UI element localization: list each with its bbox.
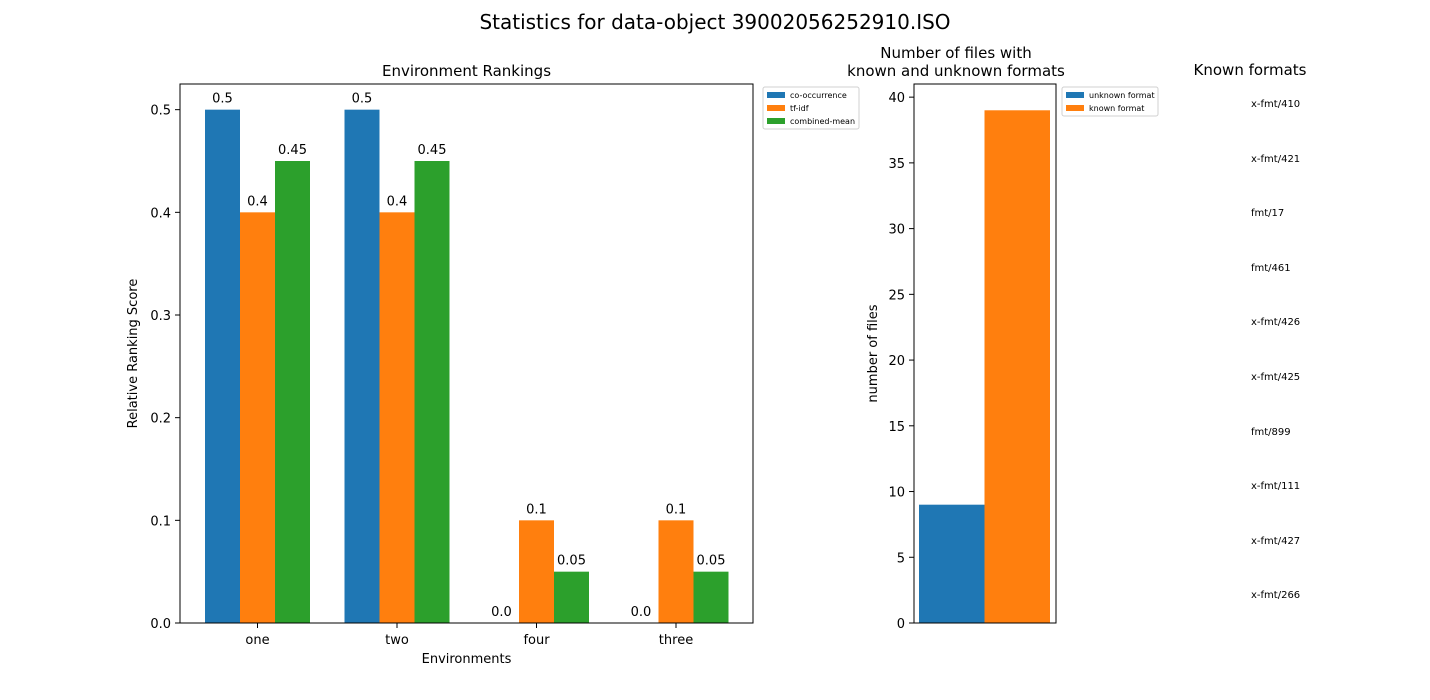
bar-value-label: 0.05 [697, 554, 726, 569]
legend-swatch [767, 105, 785, 111]
chart-title: Environment Rankings [382, 62, 551, 80]
bar-tf-idf-two [379, 212, 415, 624]
y-tick-label: 25 [888, 288, 905, 303]
y-tick-label: 0 [897, 617, 905, 632]
y-tick-label: 15 [888, 420, 905, 435]
known-formats-title: Known formats [1193, 61, 1307, 79]
x-tick-label: one [245, 633, 269, 648]
y-tick-label: 0.3 [150, 309, 171, 324]
bar-value-label: 0.5 [352, 92, 373, 107]
known-format-item: x-fmt/410 [1251, 99, 1301, 110]
bar-value-label: 0.0 [491, 605, 512, 620]
bar-tf-idf-three [658, 520, 694, 623]
legend-box-files [1061, 86, 1159, 117]
bar-value-label: 0.1 [666, 502, 687, 517]
bar-co-occurrence-two [344, 109, 380, 623]
y-tick-label: 35 [888, 157, 905, 172]
plot-frame-files [913, 83, 1057, 624]
legend-label: tf-idf [790, 104, 809, 113]
known-format-item: fmt/461 [1251, 262, 1291, 274]
bar-unknown-format [919, 504, 985, 623]
x-tick-label: three [659, 633, 693, 648]
chart-title-line-1: Number of files with [880, 44, 1032, 62]
bar-value-label: 0.05 [557, 554, 586, 569]
bar-value-label: 0.1 [526, 502, 547, 517]
y-axis-label: number of files [866, 304, 881, 402]
known-format-item: fmt/899 [1251, 426, 1291, 438]
known-format-item: x-fmt/426 [1251, 317, 1301, 329]
y-tick-label: 0.0 [150, 617, 171, 632]
bar-value-label: 0.4 [387, 194, 408, 209]
bar-known-format [984, 110, 1050, 624]
known-format-item: x-fmt/421 [1251, 153, 1301, 165]
y-tick-label: 20 [888, 354, 905, 369]
y-tick-label: 10 [888, 486, 905, 501]
bar-value-label: 0.4 [247, 194, 268, 209]
known-format-item: x-fmt/427 [1251, 535, 1301, 547]
y-tick-label: 0.1 [150, 514, 171, 529]
legend-swatch [1066, 105, 1084, 111]
y-tick-label: 0.4 [150, 206, 171, 221]
known-format-item: x-fmt/266 [1251, 590, 1301, 602]
y-tick-label: 5 [897, 551, 905, 566]
known-format-item: x-fmt/111 [1251, 481, 1301, 493]
bar-value-label: 0.45 [418, 143, 447, 158]
bar-value-label: 0.0 [631, 605, 652, 620]
legend-label: unknown format [1089, 91, 1155, 100]
bar-combined-mean-one [275, 161, 310, 623]
bar-combined-mean-three [693, 571, 729, 623]
bar-co-occurrence-one [205, 109, 240, 623]
legend-box [762, 86, 860, 130]
bar-combined-mean-two [414, 161, 450, 623]
figure-title: Statistics for data-object 3900205625291… [479, 10, 951, 34]
bar-tf-idf-one [240, 212, 275, 624]
y-axis-label: Relative Ranking Score [126, 279, 141, 429]
bar-value-label: 0.5 [212, 92, 233, 107]
legend-label: combined-mean [790, 117, 855, 126]
plot-frame [179, 83, 754, 624]
known-format-item: fmt/17 [1251, 208, 1285, 220]
known-format-item: x-fmt/425 [1251, 372, 1301, 383]
legend-swatch [767, 92, 785, 98]
legend-swatch [767, 118, 785, 124]
legend-swatch [1066, 92, 1084, 98]
y-tick-label: 0.2 [150, 412, 171, 427]
x-tick-label: four [523, 633, 550, 648]
legend-label: co-occurrence [790, 91, 847, 100]
y-tick-label: 40 [888, 91, 905, 106]
legend-label: known format [1089, 104, 1144, 113]
bar-value-label: 0.45 [278, 143, 307, 158]
bar-tf-idf-four [519, 520, 554, 623]
x-tick-label: two [385, 633, 409, 648]
chart-title-line-2: known and unknown formats [847, 62, 1065, 80]
y-tick-label: 0.5 [150, 104, 171, 119]
y-tick-label: 30 [888, 223, 905, 238]
bar-combined-mean-four [554, 571, 589, 623]
x-axis-label: Environments [422, 652, 512, 667]
